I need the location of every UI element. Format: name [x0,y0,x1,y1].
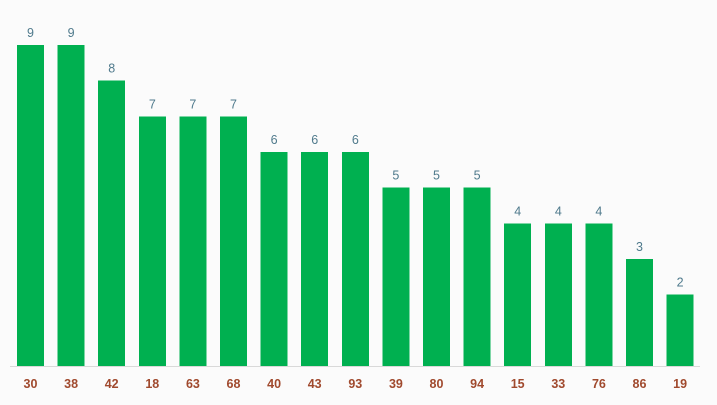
bar-38 [57,45,85,366]
x-tick-label-38: 38 [64,377,78,391]
x-tick-label-39: 39 [389,377,403,391]
x-tick-label-86: 86 [633,377,647,391]
bar-68 [220,116,247,366]
value-label-43: 6 [311,133,318,147]
x-tick-label-19: 19 [673,377,687,391]
value-labels-layer: 9 9 8 7 7 7 6 6 6 5 5 5 4 4 4 3 2 [27,26,684,290]
value-label-76: 4 [595,204,602,218]
value-label-18: 7 [149,97,156,111]
x-tick-labels-layer: 30 38 42 18 63 68 40 43 93 39 80 94 15 33 76 86 19 [24,377,688,391]
bar-94 [463,187,491,366]
bar-30 [17,45,44,366]
bar-86 [626,259,653,366]
value-label-80: 5 [433,169,440,183]
bar-15 [504,223,532,366]
bar-80 [423,187,450,366]
bar-18 [138,116,166,366]
x-tick-label-15: 15 [511,377,525,391]
x-tick-label-76: 76 [592,377,606,391]
bar-63 [179,116,207,366]
bar-19 [666,294,694,366]
value-label-94: 5 [474,169,481,183]
bar-39 [382,187,410,366]
bar-43 [301,152,329,366]
value-label-15: 4 [514,204,521,218]
bar-40 [260,152,288,366]
value-label-93: 6 [352,133,359,147]
bar-93 [341,152,369,366]
x-tick-label-68: 68 [227,377,241,391]
value-label-30: 9 [27,26,34,40]
x-tick-label-93: 93 [348,377,362,391]
value-label-86: 3 [636,240,643,254]
x-tick-label-94: 94 [470,377,484,391]
value-label-19: 2 [677,276,684,290]
bars-layer [17,45,694,366]
x-tick-label-80: 80 [430,377,444,391]
value-label-63: 7 [189,97,196,111]
bar-76 [585,223,613,366]
bar-33 [544,223,572,366]
x-tick-label-18: 18 [145,377,159,391]
value-label-39: 5 [392,169,399,183]
value-label-42: 8 [108,62,115,76]
x-tick-label-40: 40 [267,377,281,391]
bar-42 [98,80,126,366]
x-tick-label-30: 30 [24,377,38,391]
value-label-68: 7 [230,97,237,111]
x-tick-label-43: 43 [308,377,322,391]
x-tick-label-33: 33 [551,377,565,391]
x-tick-label-42: 42 [105,377,119,391]
value-label-40: 6 [271,133,278,147]
value-label-38: 9 [68,26,75,40]
x-tick-label-63: 63 [186,377,200,391]
value-label-33: 4 [555,204,562,218]
